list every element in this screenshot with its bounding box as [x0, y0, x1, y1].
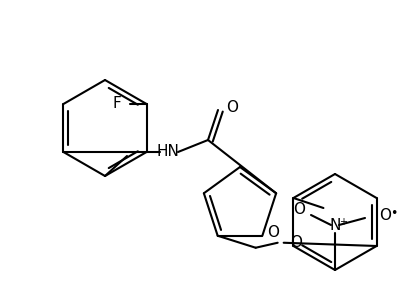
Text: F: F: [112, 96, 121, 112]
Text: +: +: [338, 217, 346, 227]
Text: O: O: [292, 202, 304, 218]
Text: O: O: [267, 225, 279, 240]
Text: •: •: [389, 207, 396, 219]
Text: O: O: [225, 99, 237, 115]
Text: O: O: [378, 208, 390, 222]
Text: HN: HN: [156, 145, 179, 159]
Text: N: N: [328, 218, 340, 232]
Text: O: O: [289, 235, 301, 250]
